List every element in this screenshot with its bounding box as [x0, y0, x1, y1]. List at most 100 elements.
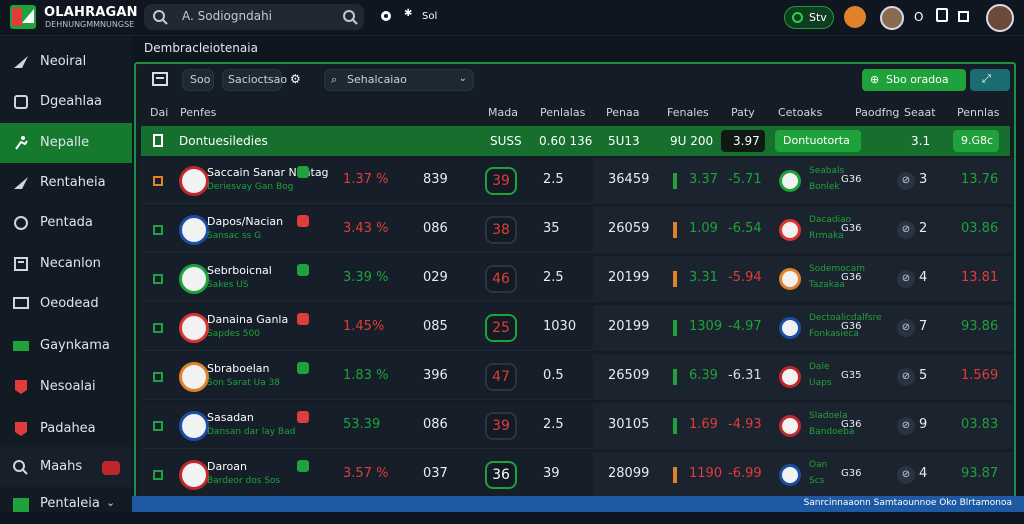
sidebar-item-2[interactable]: Nepalle: [0, 123, 132, 163]
trend-bar: [673, 320, 677, 336]
row-checkbox[interactable]: [153, 421, 163, 431]
row-pair1: 1190: [689, 466, 723, 481]
table-row[interactable]: Dapos/Nacian Sansac ss G 3.43 % 086 38 35 2605…: [141, 207, 1013, 253]
info-icon[interactable]: ⊘: [897, 417, 915, 435]
featured-odds-box[interactable]: 3.97: [721, 130, 765, 152]
sidebar-item-11[interactable]: Pentaleia ⌄: [0, 484, 132, 524]
sel-label[interactable]: Sol: [422, 11, 438, 22]
sidebar-item-10[interactable]: Maahs: [0, 447, 132, 487]
col-header[interactable]: Mada: [488, 106, 518, 119]
sidebar-item-6[interactable]: Oeodead: [0, 284, 132, 324]
col-header[interactable]: Cetoaks: [778, 106, 823, 119]
search-input[interactable]: A. Sodiogndahi: [144, 4, 364, 30]
sidebar-item-0[interactable]: Neoiral: [0, 42, 132, 82]
table-row[interactable]: Danaina Ganla Sapdes 500 1.45% 085 25 1030 201…: [141, 305, 1013, 351]
odds-button[interactable]: 39: [485, 167, 517, 195]
sidebar-item-label: Dgeahlaa: [40, 94, 103, 109]
col-header[interactable]: Penaa: [606, 106, 640, 119]
window-icon[interactable]: [958, 11, 969, 22]
row-dark-cell: [593, 305, 1013, 351]
club-crest-icon: [779, 219, 801, 241]
row-checkbox[interactable]: [153, 372, 163, 382]
row-checkbox[interactable]: [153, 225, 163, 235]
avatar-profile[interactable]: [986, 4, 1014, 32]
row-checkbox[interactable]: [153, 470, 163, 480]
col-header[interactable]: Dai: [150, 106, 169, 119]
row-pair2: -6.99: [728, 466, 762, 481]
tool-icon[interactable]: ✱: [404, 8, 413, 19]
team-sub: Bardeor dos Sos: [207, 476, 281, 486]
row-score: 93.86: [961, 319, 999, 334]
info-icon[interactable]: ⊘: [897, 172, 915, 190]
chevron-down-icon[interactable]: ⌄: [106, 496, 116, 509]
odds-button[interactable]: 39: [485, 412, 517, 440]
info-icon[interactable]: ⊘: [897, 270, 915, 288]
col-header[interactable]: Paodfng: [855, 106, 900, 119]
action-button[interactable]: ⊕ Sbo oradoa: [862, 69, 966, 91]
checkbox[interactable]: [153, 134, 163, 147]
table-row[interactable]: Saccain Sanar Nentag Deriesvay Gan Bog 1.3…: [141, 158, 1013, 204]
sidebar-item-4[interactable]: Pentada: [0, 203, 132, 243]
avatar-mascot[interactable]: [844, 6, 866, 28]
arrow-icon: [14, 177, 28, 189]
tab-sacioctsao[interactable]: Sacioctsao: [222, 69, 287, 91]
table-row[interactable]: Sasadan Dansan dar lay Bad 53.39 086 39 2.5 30…: [141, 403, 1013, 449]
gear-icon[interactable]: [378, 8, 394, 24]
featured-row[interactable]: Dontuesiledies SUSS 0.60 136 5U13 9U 200…: [141, 126, 1010, 156]
sidebar-item-8[interactable]: Nesoalai: [0, 367, 132, 407]
row-count: 2.5: [543, 417, 564, 432]
table-row[interactable]: Sebrboicnal Sakes US 3.39 % 029 46 2.5 20199 3.…: [141, 256, 1013, 302]
search-icon: ⌕: [331, 73, 338, 86]
col-header[interactable]: Fenales: [667, 106, 709, 119]
col-header[interactable]: Pennlas: [957, 106, 1000, 119]
filter-dropdown[interactable]: ⌕ Sehalcaiao ⌄: [324, 69, 474, 91]
sidebar-item-5[interactable]: Necanlon: [0, 244, 132, 284]
featured-badge[interactable]: Dontuotorta: [775, 130, 861, 152]
sidebar-item-3[interactable]: Rentaheia: [0, 163, 132, 203]
odds-button[interactable]: 47: [485, 363, 517, 391]
team-name: Sbraboelan: [207, 362, 270, 375]
settings-icon[interactable]: ⚙: [290, 72, 301, 86]
odds-button[interactable]: 38: [485, 216, 517, 244]
mobile-icon[interactable]: [936, 8, 948, 22]
row-pct: 3.39 %: [343, 270, 389, 285]
col-header[interactable]: Penfes: [180, 106, 217, 119]
odds-button[interactable]: 36: [485, 461, 517, 489]
featured-badge-label: Dontuotorta: [783, 134, 850, 147]
row-checkbox[interactable]: [153, 274, 163, 284]
arrow-icon: [14, 56, 28, 68]
club-sub: Rrmaka: [809, 231, 844, 241]
avatar-user[interactable]: [880, 6, 904, 30]
info-icon[interactable]: ⊘: [897, 466, 915, 484]
featured-score-badge[interactable]: 9.G8c: [953, 130, 999, 152]
sidebar-item-7[interactable]: Gaynkama: [0, 326, 132, 366]
row-dark-cell: [593, 256, 1013, 302]
runner-icon: [15, 136, 28, 150]
search-submit-icon[interactable]: [342, 9, 358, 25]
info-icon[interactable]: ⊘: [897, 221, 915, 239]
club-short: G36: [841, 223, 862, 234]
expand-button[interactable]: ⤢: [970, 69, 1010, 91]
sidebar-item-1[interactable]: Dgeahlaa: [0, 82, 132, 122]
col-header[interactable]: Penlalas: [540, 106, 586, 119]
col-header[interactable]: Paty: [731, 106, 755, 119]
trend-bar: [673, 369, 677, 385]
search-icon: [153, 10, 168, 25]
info-icon[interactable]: ⊘: [897, 368, 915, 386]
sidebar-item-label: Pentaleia: [40, 496, 100, 511]
row-checkbox[interactable]: [153, 176, 163, 186]
tab-soo[interactable]: Soo: [182, 69, 214, 91]
menu-icon[interactable]: [152, 72, 168, 86]
table-row[interactable]: Sbraboelan Son Sarat Ua 38 1.83 % 396 47 0.5 2…: [141, 354, 1013, 400]
status-toggle[interactable]: Stv: [784, 6, 834, 29]
sidebar-item-9[interactable]: Padahea: [0, 409, 132, 449]
info-icon[interactable]: ⊘: [897, 319, 915, 337]
flag-icon: [297, 264, 309, 276]
odds-button[interactable]: 46: [485, 265, 517, 293]
row-checkbox[interactable]: [153, 323, 163, 333]
notification-badge: [102, 461, 120, 475]
club-crest-icon: [779, 366, 801, 388]
odds-button[interactable]: 25: [485, 314, 517, 342]
col-header[interactable]: Seaat: [904, 106, 936, 119]
table-row[interactable]: Daroan Bardeor dos Sos 3.57 % 037 36 39 28099 1…: [141, 452, 1013, 498]
